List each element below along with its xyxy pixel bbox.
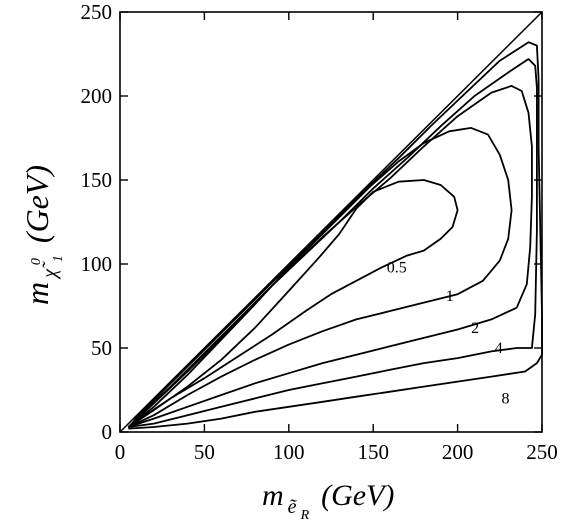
x-tick-label: 100 [273, 440, 305, 464]
y-tick-label: 250 [81, 0, 113, 24]
y-axis-title: m χ̃ 0 1 (GeV) [19, 165, 66, 305]
x-tick-label: 250 [526, 440, 558, 464]
diagonal-reference-line [119, 11, 543, 433]
y-tick-label: 0 [102, 420, 113, 444]
contour-label-2: 2 [471, 320, 479, 337]
x-axis-title-main: m [262, 479, 284, 512]
x-tick-label: 200 [442, 440, 474, 464]
x-axis-title-subsub: R [300, 508, 310, 523]
contour-label-1: 1 [446, 288, 454, 305]
x-tick-label: 150 [357, 440, 389, 464]
contour-line-0.5 [127, 179, 459, 428]
y-tick-label: 100 [81, 252, 113, 276]
x-tick-label: 0 [115, 440, 126, 464]
contour-labels: 0.5 124 8 [387, 259, 510, 407]
reference-line-group [119, 11, 543, 433]
x-axis-title-sub: ẽ [288, 496, 298, 518]
contour-label-4: 4 [495, 340, 503, 357]
contour-curves [127, 41, 543, 430]
axes: 0 50 100 150 200 250 0 50 100 150 200 250 [81, 0, 558, 464]
y-axis-title-main: m [19, 282, 55, 305]
x-tick-label: 50 [194, 440, 215, 464]
x-axis-title-unit: (GeV) [321, 479, 394, 512]
plot-frame [119, 11, 543, 433]
contour-line-4 [127, 58, 538, 428]
y-tick-label: 200 [81, 84, 113, 108]
contour-line-2 [127, 85, 533, 428]
y-tick-label: 150 [81, 168, 113, 192]
contour-line-8 [127, 41, 543, 430]
contour-label-0.5: 0.5 [387, 259, 407, 276]
contour-line-1 [127, 127, 513, 428]
x-axis-title: m ẽ R (GeV) [262, 479, 394, 523]
y-axis-title-unit: (GeV) [19, 165, 55, 243]
y-axis-title-subsub: 1 [51, 255, 66, 262]
contour-label-8: 8 [501, 390, 509, 407]
y-axis-title-sup: 0 [29, 258, 44, 265]
y-tick-label: 50 [91, 336, 112, 360]
